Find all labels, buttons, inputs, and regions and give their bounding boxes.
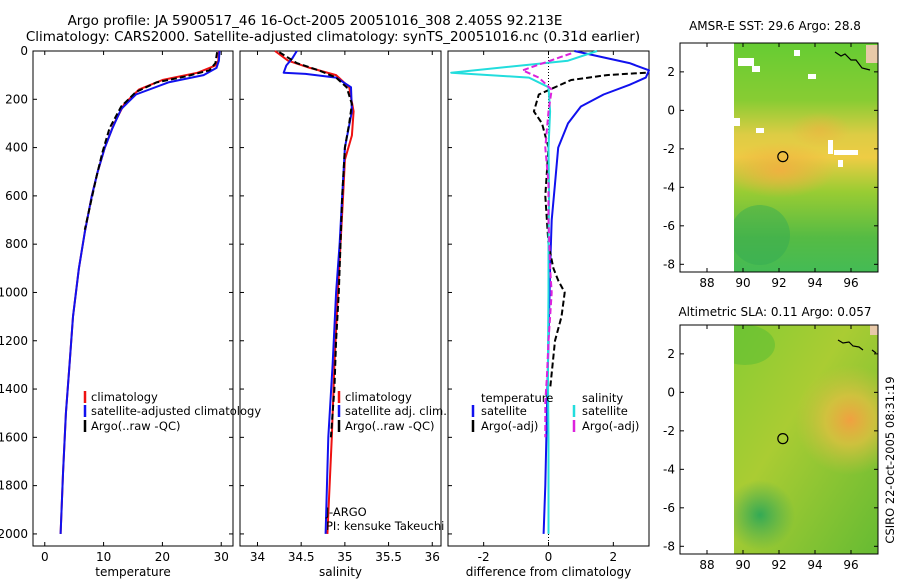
temperature-series-argo-raw-qc- xyxy=(83,52,219,230)
sst-ytick-label: -4 xyxy=(663,180,675,194)
sst-map-field xyxy=(734,43,878,272)
legend-label-argo: Argo(..raw -QC) xyxy=(91,419,181,433)
pi-label: PI: kensuke Takeuchi xyxy=(326,519,444,533)
salinity-xtick-label: 36 xyxy=(425,550,440,564)
salinity-xtick-label: 35.5 xyxy=(375,550,402,564)
difference-xtick-label: 2 xyxy=(610,550,618,564)
difference-series-temperature-satellite xyxy=(542,50,650,534)
salinity-xtick-label: 35 xyxy=(337,550,352,564)
sst-float-marker xyxy=(777,151,789,163)
sla-ytick-label: 2 xyxy=(667,347,675,361)
legend-salinity: climatology satellite adj. clim. Argo(..… xyxy=(337,390,447,433)
sst-map-title: AMSR-E SST: 29.6 Argo: 28.8 xyxy=(689,19,861,33)
temperature-ytick-label: 800 xyxy=(5,237,28,251)
temperature-ytick-label: 1600 xyxy=(0,430,28,444)
sst-xtick-label: 92 xyxy=(771,276,786,290)
temperature-ytick-label: 1800 xyxy=(0,479,28,493)
sst-ytick-label: 0 xyxy=(667,103,675,117)
temperature-ytick-label: 2000 xyxy=(0,527,28,541)
sla-ytick-label: 0 xyxy=(667,385,675,399)
difference-xtick-label: 0 xyxy=(545,550,553,564)
temperature-xtick-label: 10 xyxy=(96,550,111,564)
chart-title-line-2: Climatology: CARS2000. Satellite-adjuste… xyxy=(25,29,641,45)
temperature-xtick-label: 30 xyxy=(214,550,229,564)
sla-ytick-label: -8 xyxy=(663,539,675,553)
sst-xtick-label: 90 xyxy=(735,276,750,290)
temperature-xtick-label: 20 xyxy=(155,550,170,564)
sst-ytick-label: 2 xyxy=(667,65,675,79)
sla-float-marker xyxy=(777,433,789,445)
temperature-series-satellite-adjusted-climatology xyxy=(59,50,221,534)
sla-xtick-label: 88 xyxy=(699,558,714,572)
legend-difference: temperature salinity satellite Argo(-adj… xyxy=(471,391,639,433)
chart-title-line-1: Argo profile: JA 5900517_46 16-Oct-2005 … xyxy=(67,13,563,29)
sla-map-field xyxy=(734,325,878,554)
sla-xtick-label: 94 xyxy=(807,558,822,572)
difference-xtick-label: -2 xyxy=(478,550,490,564)
legend-label-temp-satellite: satellite xyxy=(481,404,527,418)
sla-ytick-label: -6 xyxy=(663,501,675,515)
legend-label-sal-satellite: satellite xyxy=(582,404,628,418)
difference-series-salinity-satellite xyxy=(450,50,598,534)
sst-ytick-label: -2 xyxy=(663,142,675,156)
temperature-xlabel: temperature xyxy=(95,565,170,579)
salinity-axes-frame xyxy=(239,50,442,547)
salinity-xtick-label: 34.5 xyxy=(288,550,315,564)
legend-label-climatology: climatology xyxy=(91,390,158,404)
salinity-xtick-label: 34 xyxy=(250,550,265,564)
temperature-ytick-label: 1000 xyxy=(0,285,28,299)
temperature-ytick-label: 1200 xyxy=(0,334,28,348)
legend-label-temp-argo: Argo(-adj) xyxy=(481,419,538,433)
temperature-axes-frame xyxy=(32,50,234,547)
salinity-series-satellite-adj-clim- xyxy=(282,50,353,534)
difference-series-salinity-argo-adj- xyxy=(521,52,572,438)
temperature-ytick-label: 200 xyxy=(5,92,28,106)
sla-xtick-label: 92 xyxy=(771,558,786,572)
legend-label-climatology: climatology xyxy=(345,390,412,404)
difference-series-temperature-argo-adj- xyxy=(532,71,646,390)
salinity-series-climatology xyxy=(274,50,355,534)
legend-temperature: climatology satellite-adjusted climatolo… xyxy=(83,390,261,433)
legend-label-satellite-adjusted: satellite-adjusted climatology xyxy=(91,404,261,418)
legend-label-satellite-adj: satellite adj. clim. xyxy=(345,404,447,418)
sla-map-title: Altimetric SLA: 0.11 Argo: 0.057 xyxy=(678,305,871,319)
salinity-series-argo-raw-qc- xyxy=(278,51,353,438)
side-timestamp-label: CSIRO 22-Oct-2005 08:31:19 xyxy=(883,376,897,543)
sla-xtick-label: 96 xyxy=(843,558,858,572)
sst-ytick-label: -6 xyxy=(663,219,675,233)
difference-xlabel: difference from climatology xyxy=(466,565,632,579)
coastline xyxy=(834,51,877,354)
legend-heading-salinity: salinity xyxy=(582,391,623,405)
sst-xtick-label: 96 xyxy=(843,276,858,290)
temperature-ytick-label: 400 xyxy=(5,141,28,155)
legend-heading-temperature: temperature xyxy=(481,391,553,405)
sla-ytick-label: -2 xyxy=(663,424,675,438)
sst-xtick-label: 88 xyxy=(699,276,714,290)
legend-label-argo: Argo(..raw -QC) xyxy=(345,419,435,433)
temperature-series-climatology xyxy=(59,50,220,534)
jargo-label: J-ARGO xyxy=(325,505,367,519)
temperature-xtick-label: 0 xyxy=(41,550,49,564)
sst-xtick-label: 94 xyxy=(807,276,822,290)
salinity-xlabel: salinity xyxy=(319,565,362,579)
temperature-ytick-label: 1400 xyxy=(0,382,28,396)
temperature-ytick-label: 600 xyxy=(5,189,28,203)
legend-label-sal-argo: Argo(-adj) xyxy=(582,419,639,433)
temperature-ytick-label: 0 xyxy=(20,44,28,58)
sla-xtick-label: 90 xyxy=(735,558,750,572)
sst-ytick-label: -8 xyxy=(663,257,675,271)
sla-ytick-label: -4 xyxy=(663,462,675,476)
